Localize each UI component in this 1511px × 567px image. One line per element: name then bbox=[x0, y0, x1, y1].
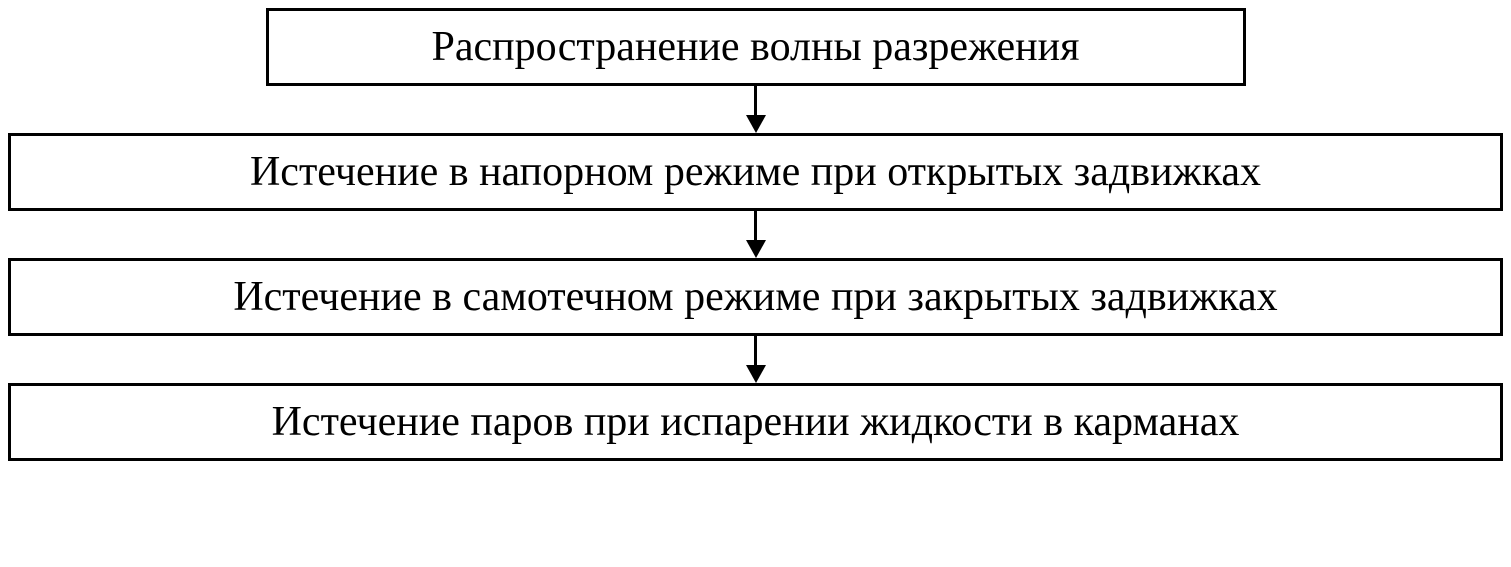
arrow-shaft bbox=[754, 211, 757, 241]
arrow-head-icon bbox=[746, 115, 766, 133]
flowchart-arrow bbox=[746, 86, 766, 133]
arrow-shaft bbox=[754, 336, 757, 366]
node-label: Истечение в самотечном режиме при закрыт… bbox=[233, 273, 1277, 321]
flowchart-arrow bbox=[746, 211, 766, 258]
flowchart-node: Истечение паров при испарении жидкости в… bbox=[8, 383, 1503, 461]
arrow-head-icon bbox=[746, 240, 766, 258]
arrow-shaft bbox=[754, 86, 757, 116]
node-label: Распространение волны разрежения bbox=[432, 23, 1080, 71]
flowchart-node: Истечение в самотечном режиме при закрыт… bbox=[8, 258, 1503, 336]
node-label: Истечение паров при испарении жидкости в… bbox=[272, 398, 1240, 446]
flowchart-arrow bbox=[746, 336, 766, 383]
flowchart-node: Распространение волны разрежения bbox=[266, 8, 1246, 86]
arrow-head-icon bbox=[746, 365, 766, 383]
node-label: Истечение в напорном режиме при открытых… bbox=[250, 148, 1261, 196]
flowchart-container: Распространение волны разрежения Истечен… bbox=[0, 0, 1511, 461]
flowchart-node: Истечение в напорном режиме при открытых… bbox=[8, 133, 1503, 211]
